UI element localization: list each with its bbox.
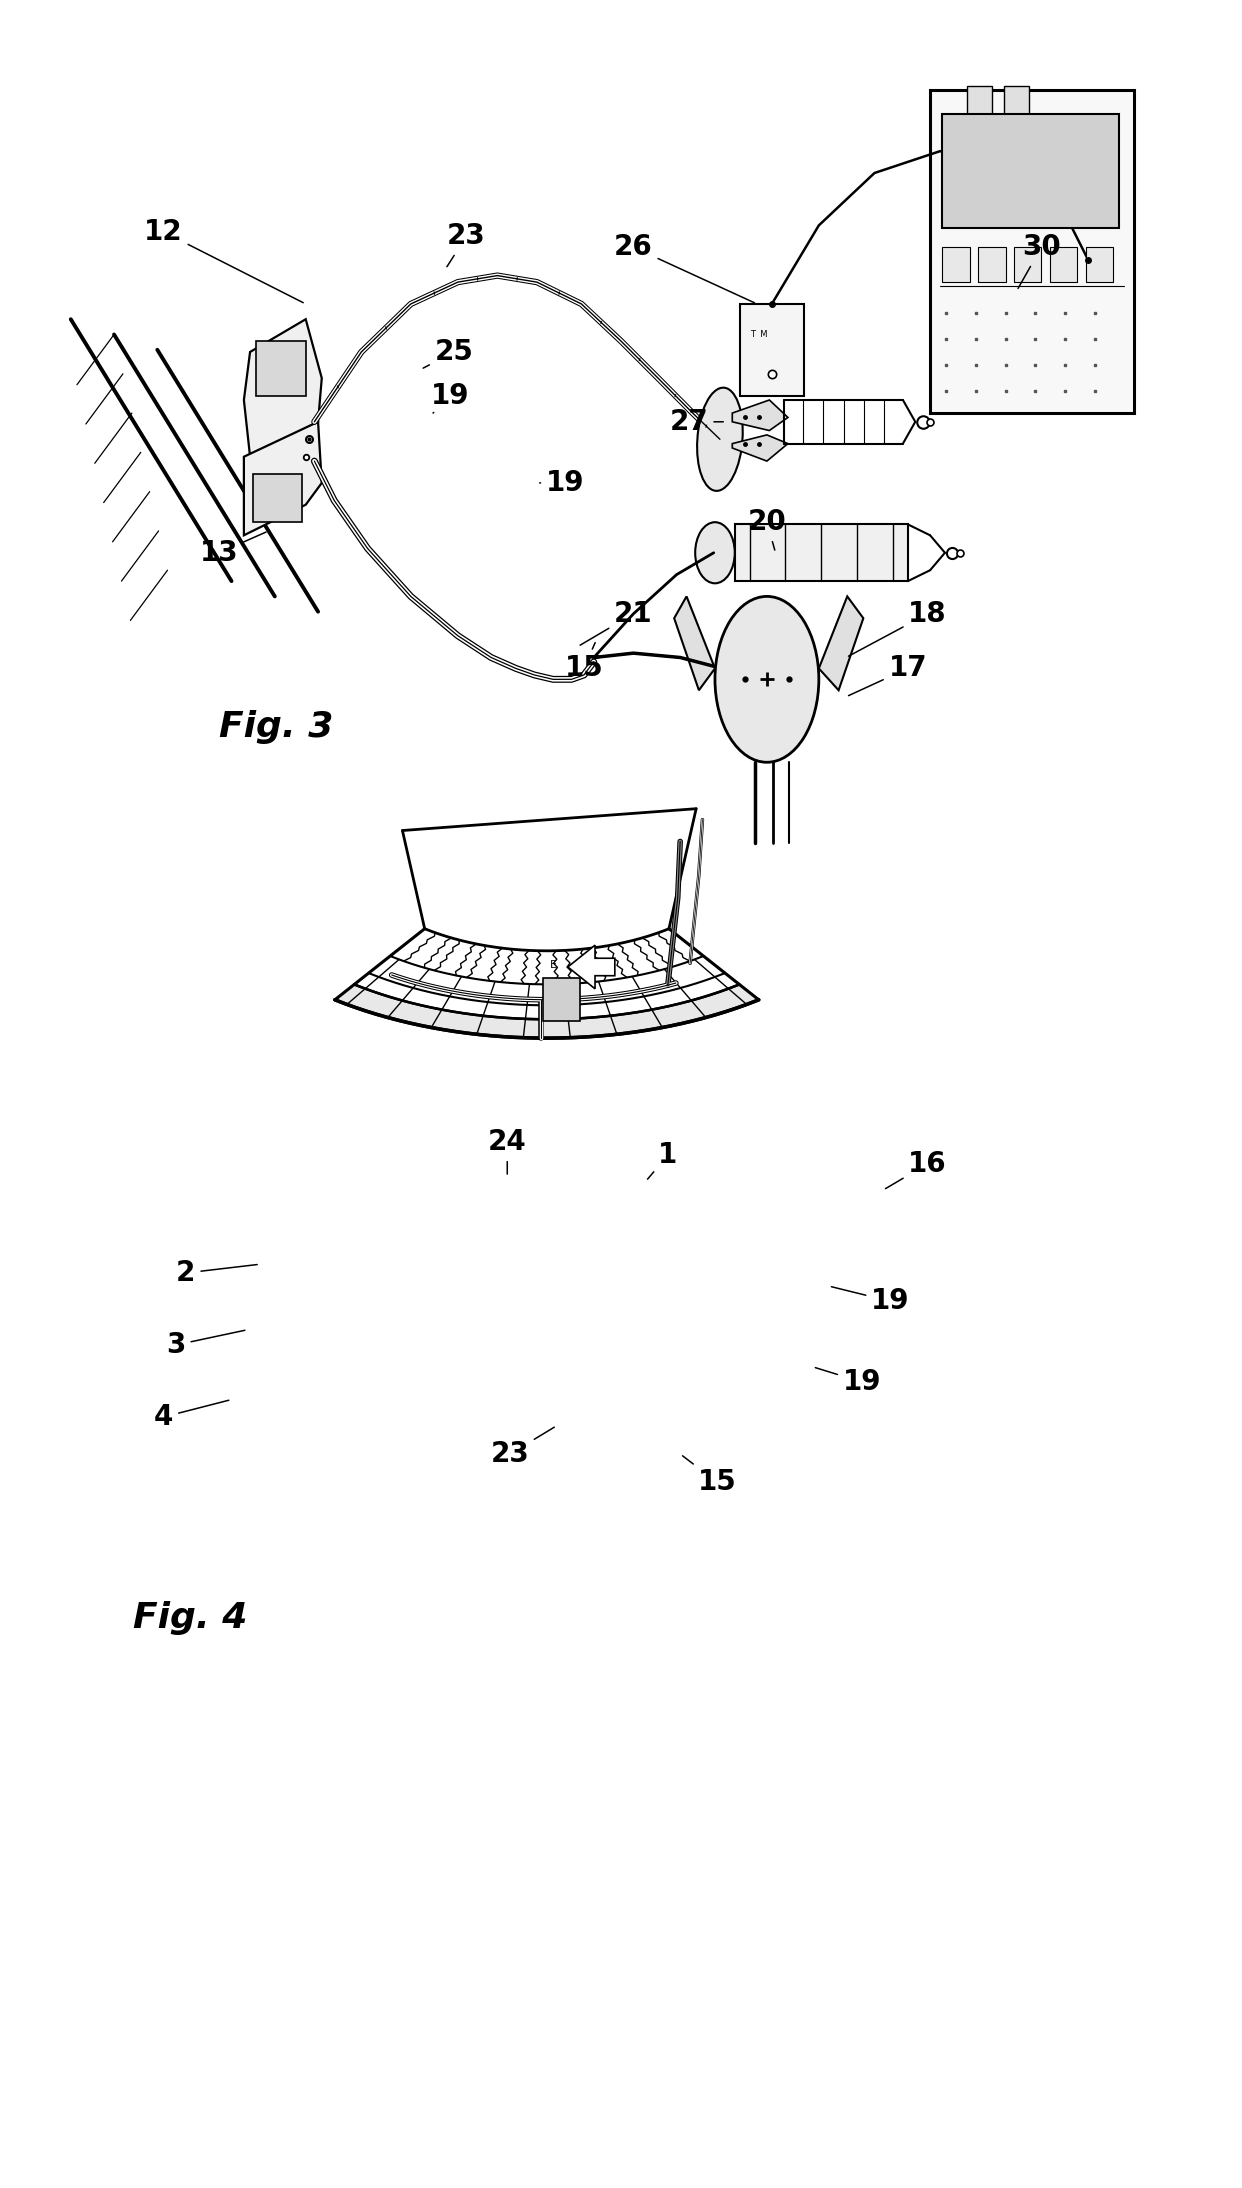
Bar (1015, 247, 1041, 282)
Text: 2: 2 (176, 1258, 257, 1287)
Polygon shape (818, 597, 863, 689)
Text: 17: 17 (848, 654, 928, 696)
Text: 16: 16 (886, 1151, 946, 1188)
Text: 25: 25 (424, 337, 473, 368)
Polygon shape (733, 400, 787, 431)
Ellipse shape (696, 523, 735, 584)
Text: 12: 12 (144, 219, 303, 302)
Bar (543, 978, 580, 1022)
Text: 4: 4 (154, 1400, 229, 1431)
Polygon shape (243, 319, 322, 457)
Bar (1049, 247, 1077, 282)
Text: 19: 19 (540, 468, 585, 497)
Bar (943, 247, 970, 282)
Text: 1: 1 (647, 1142, 678, 1179)
Text: 18: 18 (848, 600, 946, 656)
Text: 23: 23 (491, 1427, 554, 1468)
Polygon shape (674, 597, 715, 689)
Text: 20: 20 (748, 508, 786, 549)
Bar (968, 85, 992, 116)
Text: 26: 26 (614, 234, 754, 302)
Text: 21: 21 (580, 600, 653, 645)
Bar (256, 341, 306, 396)
Bar (740, 304, 804, 396)
Text: 13: 13 (200, 532, 266, 567)
Text: 19: 19 (815, 1368, 882, 1396)
Bar (735, 525, 908, 582)
Text: E: E (549, 961, 556, 969)
Bar (930, 90, 1134, 414)
Text: 27: 27 (669, 407, 723, 435)
Bar (1005, 85, 1030, 116)
Polygon shape (733, 435, 787, 462)
Bar (252, 475, 302, 523)
Polygon shape (243, 422, 322, 536)
Ellipse shape (697, 387, 743, 490)
Text: Fig. 3: Fig. 3 (219, 711, 334, 744)
Text: 15: 15 (683, 1455, 737, 1497)
Text: 30: 30 (1018, 234, 1061, 289)
Text: 15: 15 (565, 643, 604, 683)
Text: T  M: T M (750, 330, 768, 339)
Text: 23: 23 (447, 223, 486, 267)
Bar (943, 114, 1119, 228)
Bar (979, 247, 1006, 282)
Text: 24: 24 (488, 1129, 527, 1175)
Text: Fig. 4: Fig. 4 (133, 1602, 247, 1634)
Text: 3: 3 (166, 1330, 245, 1359)
Polygon shape (568, 945, 615, 989)
Ellipse shape (715, 597, 818, 761)
Polygon shape (335, 985, 759, 1037)
Text: 19: 19 (831, 1287, 910, 1315)
Bar (1086, 247, 1113, 282)
Text: 19: 19 (431, 381, 469, 414)
